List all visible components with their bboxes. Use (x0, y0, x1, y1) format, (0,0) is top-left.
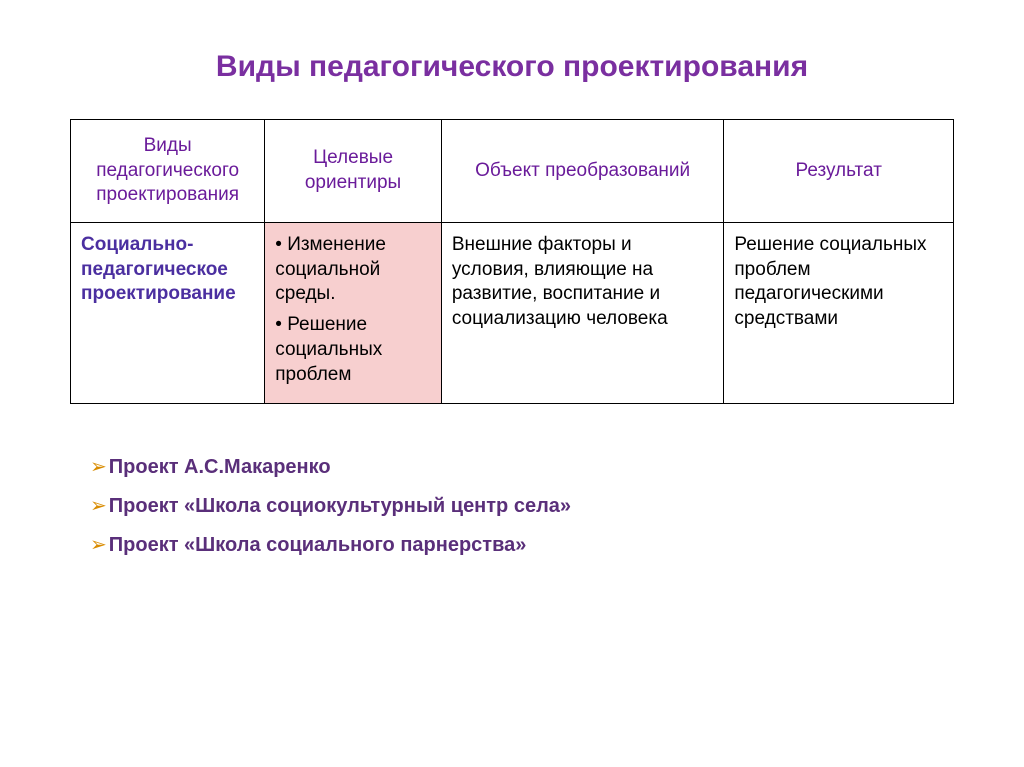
cell-result: Решение социальных проблем педагогически… (724, 223, 954, 404)
goal-item: Изменение социальной среды. (275, 233, 431, 307)
cell-goals: Изменение социальной среды. Решение соци… (265, 223, 442, 404)
table-row: Социально-педагогическое проектирование … (71, 223, 954, 404)
example-item: ➢Проект «Школа социального парнерства» (90, 532, 954, 557)
example-text: Проект «Школа социального парнерства» (109, 534, 527, 556)
arrow-icon: ➢ (90, 456, 107, 478)
types-table: Виды педагогического проектирования Целе… (70, 119, 954, 404)
header-object: Объект преобразований (441, 120, 724, 223)
arrow-icon: ➢ (90, 495, 107, 517)
header-result: Результат (724, 120, 954, 223)
goal-item: Решение социальных проблем (275, 313, 431, 387)
example-text: Проект «Школа социокультурный центр села… (109, 495, 571, 517)
cell-type: Социально-педагогическое проектирование (71, 223, 265, 404)
examples-list: ➢Проект А.С.Макаренко ➢Проект «Школа соц… (70, 454, 954, 557)
example-item: ➢Проект «Школа социокультурный центр сел… (90, 493, 954, 518)
page-title: Виды педагогического проектирования (70, 50, 954, 84)
example-text: Проект А.С.Макаренко (109, 456, 331, 478)
table-header-row: Виды педагогического проектирования Целе… (71, 120, 954, 223)
example-item: ➢Проект А.С.Макаренко (90, 454, 954, 479)
arrow-icon: ➢ (90, 534, 107, 556)
cell-object: Внешние факторы и условия, влияющие на р… (441, 223, 724, 404)
header-types: Виды педагогического проектирования (71, 120, 265, 223)
header-goals: Целевые ориентиры (265, 120, 442, 223)
